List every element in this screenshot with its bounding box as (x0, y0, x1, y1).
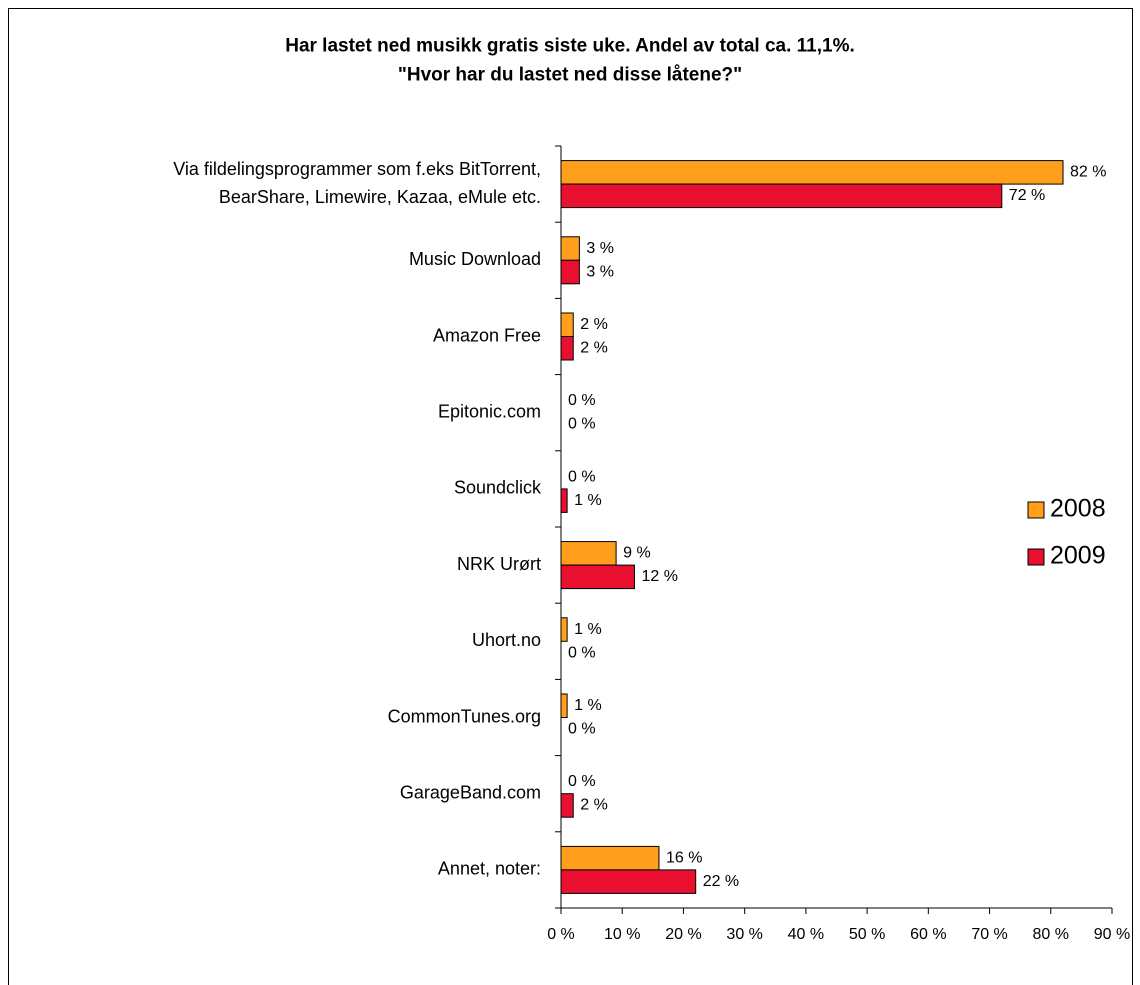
x-tick-label: 20 % (665, 926, 701, 943)
value-label: 1 % (574, 697, 602, 714)
bar (560, 488, 568, 513)
value-label: 0 % (568, 720, 596, 737)
bar (560, 564, 635, 590)
y-tick-label: GarageBand.com (400, 782, 541, 802)
value-label: 0 % (568, 644, 596, 661)
value-label: 12 % (641, 568, 677, 585)
bar (560, 259, 580, 285)
y-tick-label: Music Download (409, 249, 541, 269)
x-tick-label: 60 % (910, 926, 946, 943)
y-tick-label: Soundclick (454, 478, 542, 498)
bar (560, 336, 574, 361)
chart-title: Har lastet ned musikk gratis siste uke. … (285, 36, 855, 86)
value-label: 2 % (580, 797, 608, 814)
value-label: 9 % (623, 545, 651, 562)
legend-label: 2009 (1050, 542, 1106, 570)
bar (560, 236, 580, 261)
x-tick-label: 90 % (1094, 926, 1130, 943)
x-tick-label: 80 % (1033, 926, 1069, 943)
bar (560, 541, 617, 566)
bar (560, 312, 574, 337)
value-label: 16 % (666, 849, 702, 866)
x-tick-label: 70 % (971, 926, 1007, 943)
y-tick-label: Via fildelingsprogrammer som f.eks BitTo… (173, 159, 541, 207)
bar (560, 845, 660, 871)
value-label: 82 % (1070, 164, 1106, 181)
x-tick-label: 10 % (604, 926, 640, 943)
bar (560, 160, 1064, 185)
value-label: 72 % (1009, 187, 1045, 204)
x-tick-label: 50 % (849, 926, 885, 943)
x-tick-label: 40 % (788, 926, 824, 943)
value-label: 1 % (574, 621, 602, 638)
value-label: 3 % (586, 263, 614, 280)
chart-border (8, 8, 1133, 985)
x-tick-label: 0 % (547, 926, 575, 943)
x-tick-label: 30 % (726, 926, 762, 943)
value-label: 3 % (586, 240, 614, 257)
bar (560, 617, 568, 642)
value-label: 22 % (703, 873, 739, 890)
bar (560, 793, 574, 818)
y-tick-label: Uhort.no (472, 630, 541, 650)
y-tick-label: Annet, noter: (438, 859, 541, 879)
value-label: 0 % (568, 392, 596, 409)
value-label: 2 % (580, 339, 608, 356)
bar (560, 869, 697, 894)
legend-swatch (1027, 548, 1045, 566)
value-label: 0 % (568, 416, 596, 433)
y-tick-label: NRK Urørt (457, 554, 541, 574)
y-tick-label: Epitonic.com (438, 401, 541, 421)
y-tick-label: CommonTunes.org (388, 706, 541, 726)
value-label: 0 % (568, 468, 596, 485)
value-label: 0 % (568, 773, 596, 790)
legend-swatch (1027, 501, 1045, 519)
legend-label: 2008 (1050, 495, 1106, 523)
bar (560, 183, 1003, 209)
value-label: 1 % (574, 492, 602, 509)
y-tick-label: Amazon Free (433, 325, 541, 345)
bar (560, 693, 568, 718)
value-label: 2 % (580, 316, 608, 333)
